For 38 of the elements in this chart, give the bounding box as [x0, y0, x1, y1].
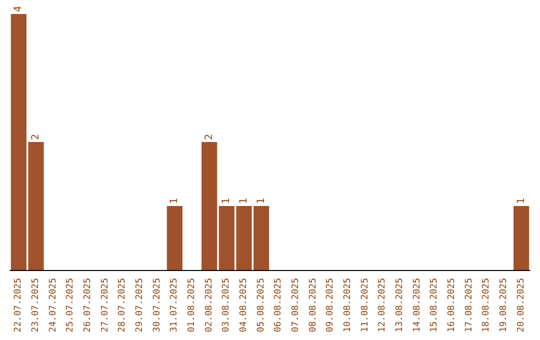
x-tick-label: 03.08.2025: [222, 278, 232, 332]
x-tick-label: 25.07.2025: [66, 278, 76, 332]
x-tick-label: 31.07.2025: [170, 278, 180, 332]
x-tick-label: 08.08.2025: [308, 278, 318, 332]
x-tick-label: 15.08.2025: [430, 278, 440, 332]
data-label: 1: [238, 198, 250, 204]
x-tick-label: 13.08.2025: [395, 278, 405, 332]
x-tick-label: 16.08.2025: [447, 278, 457, 332]
x-tick-label: 26.07.2025: [83, 278, 93, 332]
data-label: 2: [204, 134, 215, 140]
x-tick-label: 24.07.2025: [48, 278, 58, 332]
x-tick-label: 04.08.2025: [239, 278, 249, 332]
x-tick-label: 01.08.2025: [187, 278, 197, 332]
x-tick-label: 28.07.2025: [118, 278, 128, 332]
x-tick-label: 06.08.2025: [274, 278, 284, 332]
data-label: 1: [516, 198, 527, 204]
x-tick-label: 23.07.2025: [31, 278, 41, 332]
x-tick-label: 19.08.2025: [499, 278, 509, 332]
x-tick-label: 09.08.2025: [326, 278, 336, 332]
data-label: 2: [30, 134, 42, 140]
x-tick-label: 10.08.2025: [343, 278, 353, 332]
x-tick-label: 30.07.2025: [152, 278, 162, 332]
data-label: 1: [169, 198, 180, 204]
x-tick-label: 17.08.2025: [464, 278, 474, 332]
x-tick-label: 22.07.2025: [14, 278, 24, 332]
x-tick-label: 18.08.2025: [482, 278, 492, 332]
data-label: 1: [221, 198, 232, 204]
x-tick-label: 14.08.2025: [412, 278, 422, 332]
x-tick-label: 11.08.2025: [360, 278, 370, 332]
x-tick-label: 20.08.2025: [516, 278, 526, 332]
x-tick-label: 29.07.2025: [135, 278, 145, 332]
x-tick-label: 27.07.2025: [100, 278, 110, 332]
data-label: 1: [256, 198, 267, 204]
x-tick-label: 12.08.2025: [378, 278, 388, 332]
data-label: 4: [13, 6, 24, 12]
x-tick-label: 07.08.2025: [291, 278, 301, 332]
x-tick-label: 02.08.2025: [204, 278, 214, 332]
x-tick-label: 05.08.2025: [256, 278, 266, 332]
